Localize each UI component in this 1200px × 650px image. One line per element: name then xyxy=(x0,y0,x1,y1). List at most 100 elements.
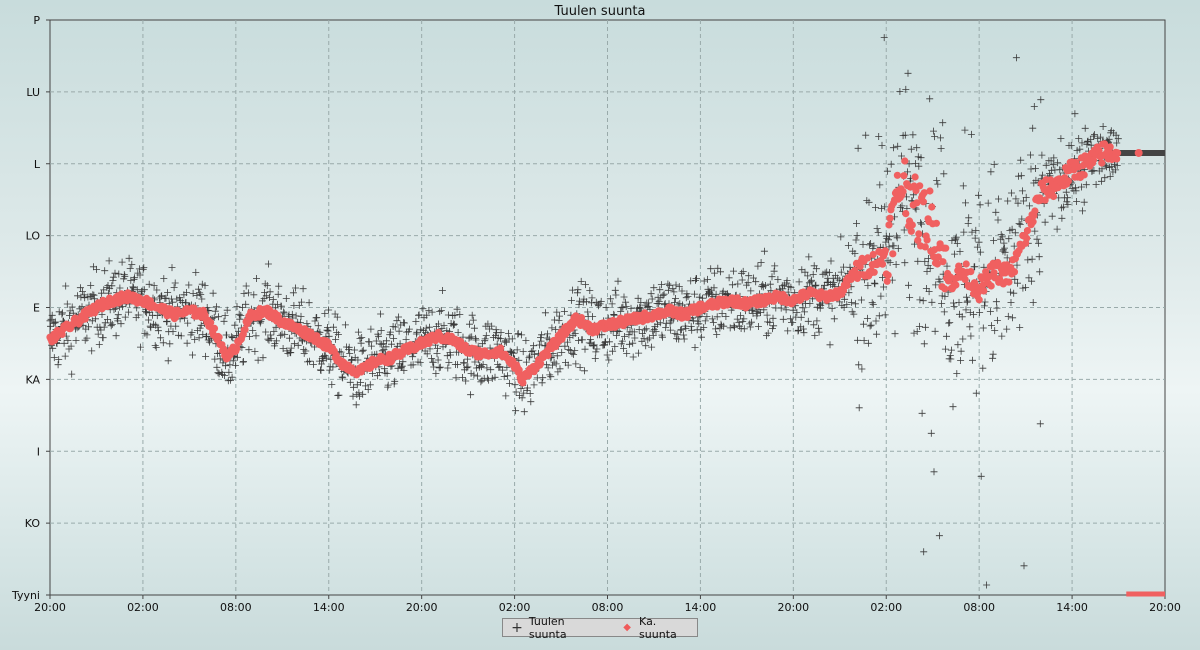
avg-point xyxy=(1023,234,1031,242)
avg-point xyxy=(1010,268,1019,276)
plus-marker-icon: + xyxy=(511,619,523,636)
avg-point xyxy=(900,172,908,180)
avg-point xyxy=(916,182,924,190)
avg-point xyxy=(856,262,864,270)
avg-point xyxy=(233,344,241,352)
avg-point xyxy=(843,281,851,290)
avg-point xyxy=(926,187,934,195)
x-tick-label: 14:00 xyxy=(1056,601,1088,614)
avg-point xyxy=(839,287,848,295)
avg-point xyxy=(942,244,950,252)
avg-point xyxy=(902,210,910,218)
x-tick-label: 14:00 xyxy=(685,601,717,614)
avg-point xyxy=(1064,177,1072,185)
avg-point xyxy=(1098,159,1106,167)
avg-point xyxy=(544,351,552,360)
avg-point xyxy=(893,171,902,179)
avg-point xyxy=(537,360,545,368)
x-tick-label: 14:00 xyxy=(313,601,345,614)
y-tick-label: E xyxy=(33,302,40,315)
avg-point xyxy=(1049,192,1058,201)
avg-point xyxy=(1114,149,1122,157)
avg-point xyxy=(901,157,909,165)
avg-point xyxy=(962,260,970,268)
x-tick-label: 02:00 xyxy=(499,601,531,614)
raw-series xyxy=(46,34,1165,589)
x-tick-label: 20:00 xyxy=(34,601,66,614)
y-tick-label: P xyxy=(33,14,40,27)
y-tick-label: KA xyxy=(25,373,40,386)
avg-point xyxy=(967,268,975,276)
y-tick-label: LU xyxy=(26,86,40,99)
legend-item-avg: ◆ Ka. suunta xyxy=(619,615,697,641)
avg-point xyxy=(881,247,889,255)
avg-point xyxy=(980,287,988,295)
avg-point xyxy=(869,250,877,259)
avg-point xyxy=(683,313,692,321)
avg-point xyxy=(870,268,878,276)
avg-point xyxy=(884,271,892,279)
avg-point xyxy=(1029,218,1037,226)
x-tick-label: 08:00 xyxy=(963,601,995,614)
avg-point xyxy=(81,315,89,323)
avg-point xyxy=(215,333,223,341)
axis-labels: Tyyni KO I KA E LO L LU P 20:00 02:00 08:00 14:00 20:… xyxy=(11,14,1181,614)
avg-point xyxy=(210,324,219,332)
avg-point xyxy=(907,227,915,235)
avg-point xyxy=(923,236,931,244)
dot-marker-icon: ◆ xyxy=(623,622,631,633)
avg-point xyxy=(996,275,1004,283)
avg-point xyxy=(975,296,983,304)
avg-point xyxy=(899,188,907,196)
avg-point xyxy=(908,221,916,229)
avg-point xyxy=(1134,148,1143,157)
avg-point xyxy=(886,214,894,222)
avg-point xyxy=(207,318,215,327)
x-tick-label: 02:00 xyxy=(127,601,159,614)
avg-point xyxy=(933,260,942,268)
y-tick-label: I xyxy=(37,445,40,458)
avg-point xyxy=(1106,143,1114,151)
avg-point xyxy=(915,230,923,238)
y-tick-label: KO xyxy=(25,517,41,530)
avg-point xyxy=(847,275,855,284)
avg-point xyxy=(920,189,928,197)
avg-point xyxy=(1080,171,1088,179)
avg-point xyxy=(519,379,527,387)
avg-point xyxy=(987,282,995,290)
avg-point xyxy=(889,250,897,258)
x-tick-label: 08:00 xyxy=(592,601,624,614)
avg-point xyxy=(878,260,887,268)
avg-point xyxy=(1041,196,1049,204)
legend-label-raw: Tuulen suunta xyxy=(528,614,567,641)
avg-point xyxy=(952,281,960,289)
avg-point xyxy=(1095,147,1103,155)
avg-point xyxy=(914,236,922,244)
avg-point xyxy=(241,325,249,334)
raw-scatter-points xyxy=(46,34,1122,589)
x-tick-label: 02:00 xyxy=(870,601,902,614)
legend-label-avg: Ka. suunta xyxy=(639,614,677,641)
avg-point xyxy=(1023,227,1032,235)
x-tick-label: 20:00 xyxy=(1149,601,1181,614)
avg-point xyxy=(864,254,872,262)
x-tick-label: 20:00 xyxy=(406,601,438,614)
avg-point xyxy=(1113,155,1121,163)
legend-item-raw: + Tuulen suunta xyxy=(509,615,605,641)
x-tick-label: 08:00 xyxy=(220,601,252,614)
avg-point xyxy=(913,199,921,207)
avg-point xyxy=(919,198,928,206)
y-tick-label: LO xyxy=(26,230,41,243)
x-tick-label: 20:00 xyxy=(777,601,809,614)
avg-point xyxy=(932,219,941,227)
avg-point xyxy=(883,277,891,285)
avg-point xyxy=(1005,278,1013,286)
chart-title: Tuulen suunta xyxy=(554,4,646,19)
avg-point xyxy=(941,285,949,293)
y-tick-label: Tyyni xyxy=(11,589,40,602)
avg-point xyxy=(934,253,942,261)
avg-point xyxy=(1031,207,1039,215)
average-series xyxy=(46,140,1165,597)
avg-point xyxy=(955,262,963,270)
